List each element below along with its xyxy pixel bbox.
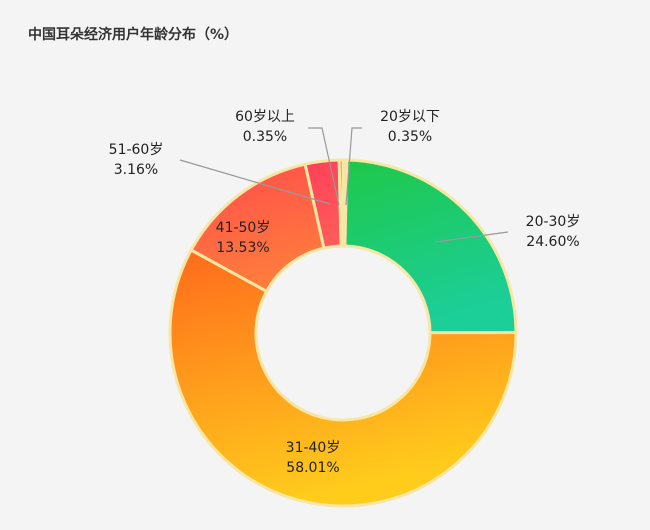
slice xyxy=(168,248,518,508)
leader-line xyxy=(434,231,509,243)
slice-label: 20-30岁 xyxy=(526,214,581,230)
leader-line xyxy=(179,159,331,205)
value-label: 24.60% xyxy=(526,234,579,250)
slice-label: 60岁以上 xyxy=(235,109,295,125)
slice-label: 20岁以下 xyxy=(380,109,440,125)
slice-label: 31-40岁 xyxy=(286,440,341,456)
leader-line xyxy=(345,127,362,206)
chart-title: 中国耳朵经济用户年龄分布（%） xyxy=(28,26,238,43)
value-label: 58.01% xyxy=(286,460,339,476)
value-label: 13.53% xyxy=(216,240,269,256)
value-label: 0.35% xyxy=(388,129,432,145)
slice xyxy=(337,158,345,248)
value-label: 3.16% xyxy=(114,162,158,178)
leader-line xyxy=(308,127,340,206)
slice-label: 41-50岁 xyxy=(216,220,271,236)
slice-label: 51-60岁 xyxy=(109,142,164,158)
value-label: 0.35% xyxy=(243,129,287,145)
slice xyxy=(343,158,518,335)
